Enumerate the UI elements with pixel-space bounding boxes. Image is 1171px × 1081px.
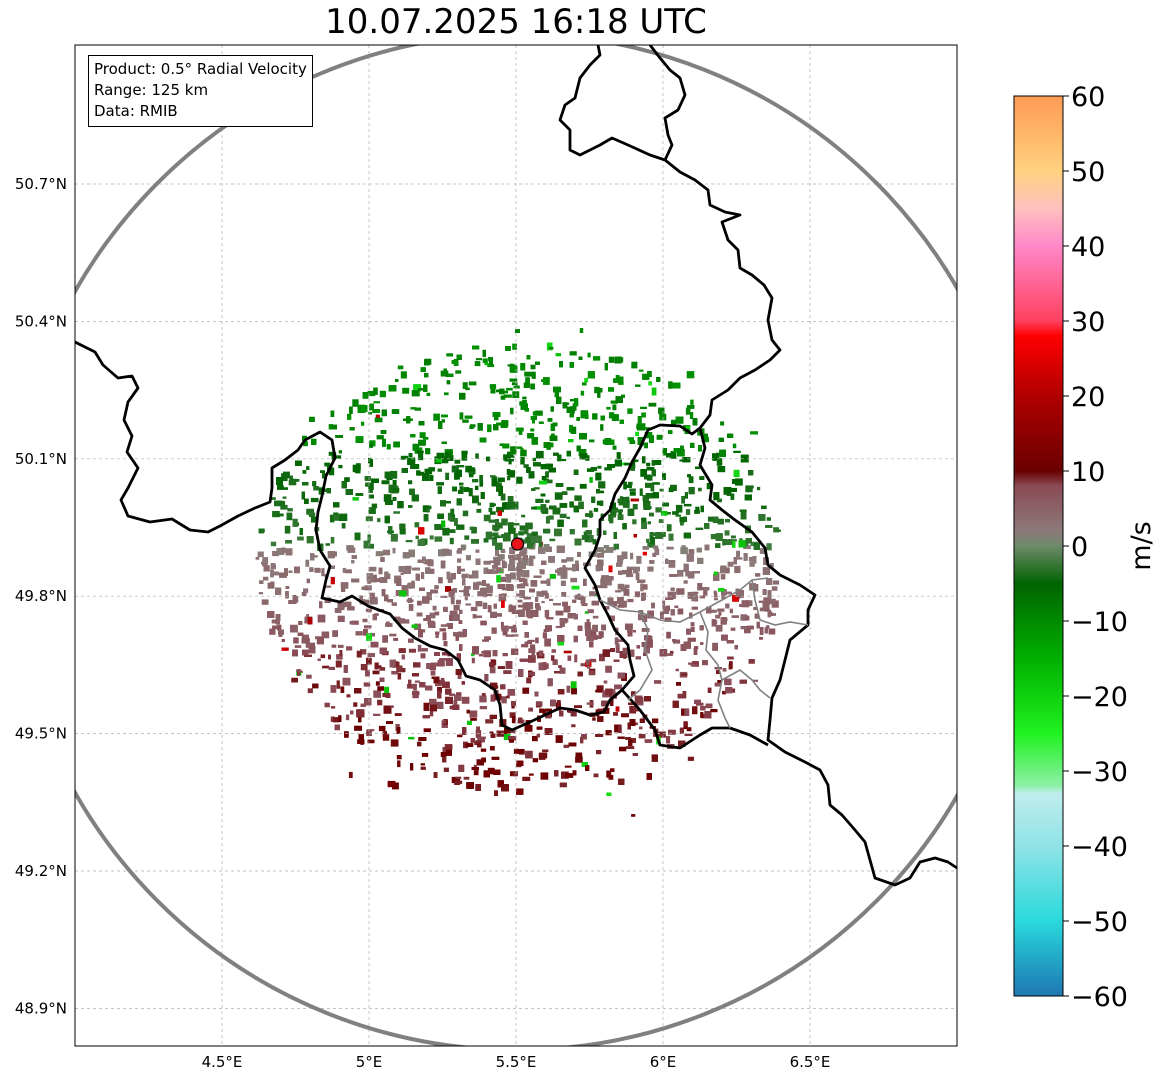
colorbar-tick-label: 60 <box>1071 82 1105 113</box>
colorbar-tick-label: −30 <box>1071 757 1128 788</box>
info-range: Range: 125 km <box>94 81 209 99</box>
country-borders <box>75 45 957 887</box>
velocity-echoes <box>255 328 781 817</box>
colorbar-tick-label: −60 <box>1071 982 1128 1013</box>
radar-site-marker[interactable] <box>510 537 525 551</box>
colorbar-tick-label: 20 <box>1071 382 1105 413</box>
colorbar-unit-label: m/s <box>1126 521 1157 570</box>
lat-tick-label: 49.8°N <box>15 587 67 605</box>
latitude-ticks: 50.7°N 50.4°N 50.1°N 49.8°N 49.5°N 49.2°N 48.9… <box>15 175 67 1017</box>
lat-tick-label: 50.7°N <box>15 175 67 193</box>
colorbar-tick-label: 0 <box>1071 532 1088 563</box>
lon-tick-label: 6°E <box>650 1053 677 1071</box>
colorbar-tick-label: −10 <box>1071 607 1128 638</box>
map-frame <box>74 44 958 1047</box>
graticule <box>75 45 957 1046</box>
lat-tick-label: 50.1°N <box>15 450 67 468</box>
colorbar-tick-label: 30 <box>1071 307 1105 338</box>
lon-tick-label: 4.5°E <box>202 1053 243 1071</box>
lat-tick-label: 49.2°N <box>15 862 67 880</box>
colorbar-tick-label: −40 <box>1071 832 1128 863</box>
lon-tick-label: 5°E <box>356 1053 383 1071</box>
lon-tick-label: 6.5°E <box>790 1053 831 1071</box>
colorbar-tick-label: −20 <box>1071 682 1128 713</box>
luxembourg-border <box>599 577 809 729</box>
colorbar-scale <box>1013 95 1064 997</box>
info-box: Product: 0.5° Radial Velocity Range: 125… <box>88 55 313 127</box>
colorbar: 60 50 40 30 20 10 0 −10 −20 −30 −40 −50 −60 m/s <box>1013 82 1157 1013</box>
map-title: 10.07.2025 16:18 UTC <box>325 2 707 42</box>
longitude-ticks: 4.5°E 5°E 5.5°E 6°E 6.5°E <box>202 1053 831 1071</box>
info-source: Data: RMIB <box>94 102 178 120</box>
colorbar-tick-label: −50 <box>1071 907 1128 938</box>
lat-tick-label: 50.4°N <box>15 312 67 330</box>
lon-tick-label: 5.5°E <box>496 1053 537 1071</box>
colorbar-tick-label: 50 <box>1071 157 1105 188</box>
info-product: Product: 0.5° Radial Velocity <box>94 60 307 78</box>
radar-site[interactable] <box>510 537 525 551</box>
lat-tick-label: 49.5°N <box>15 725 67 743</box>
colorbar-tick-label: 10 <box>1071 457 1105 488</box>
colorbar-tick-label: 40 <box>1071 232 1105 263</box>
lat-tick-label: 48.9°N <box>15 999 67 1017</box>
colorbar-ticks: 60 50 40 30 20 10 0 −10 −20 −30 −40 −50 −60 <box>1063 82 1128 1013</box>
map-area[interactable] <box>9 34 1025 1050</box>
